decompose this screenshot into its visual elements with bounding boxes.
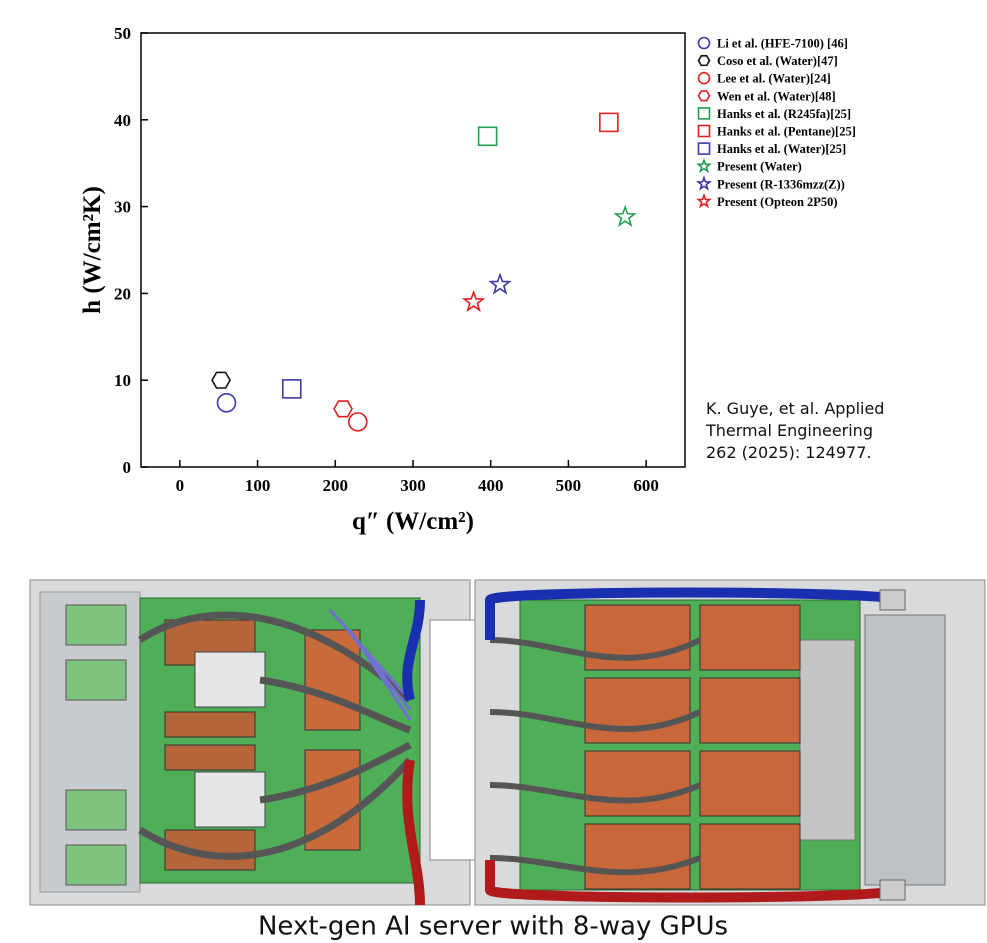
cpu xyxy=(195,652,265,707)
gpu xyxy=(700,605,800,670)
legend-label: Hanks et al. (Water)[25] xyxy=(717,142,846,156)
legend-label: Present (Opteon 2P50) xyxy=(717,195,838,209)
caption: Next-gen AI server with 8-way GPUs xyxy=(258,912,728,942)
cpu xyxy=(195,772,265,827)
legend-label: Coso et al. (Water)[47] xyxy=(717,54,838,68)
x-axis-label: q″ (W/cm²) xyxy=(352,508,474,535)
y-tick-label: 10 xyxy=(114,371,131,390)
gap xyxy=(430,620,475,860)
annotation: K. Guye, et al. Applied xyxy=(706,399,884,418)
x-tick-label: 400 xyxy=(478,476,504,495)
x-tick-label: 300 xyxy=(400,476,426,495)
x-tick-label: 200 xyxy=(323,476,349,495)
gpu xyxy=(700,824,800,889)
gpu xyxy=(585,751,690,816)
cpu-cooler xyxy=(165,712,255,737)
legend-label: Hanks et al. (Pentane)[25] xyxy=(717,125,856,139)
card xyxy=(66,660,126,700)
annotation: 262 (2025): 124977. xyxy=(706,443,871,462)
legend-label: Li et al. (HFE-7100) [46] xyxy=(717,37,848,51)
connector xyxy=(880,880,905,900)
legend-label: Present (Water) xyxy=(717,160,802,174)
card xyxy=(66,605,126,645)
heatsink xyxy=(800,640,855,840)
connector xyxy=(880,590,905,610)
psu xyxy=(865,615,945,885)
y-tick-label: 20 xyxy=(114,284,131,303)
y-tick-label: 30 xyxy=(114,198,131,217)
legend-label: Hanks et al. (R245fa)[25] xyxy=(717,107,851,121)
cpu-cooler xyxy=(165,745,255,770)
gpu xyxy=(700,678,800,743)
server-illustration xyxy=(30,580,985,905)
x-tick-label: 0 xyxy=(176,476,185,495)
card xyxy=(66,845,126,885)
x-tick-label: 500 xyxy=(556,476,582,495)
x-tick-label: 100 xyxy=(245,476,271,495)
y-tick-label: 50 xyxy=(114,24,131,43)
annotation: Thermal Engineering xyxy=(705,421,873,440)
x-tick-label: 600 xyxy=(633,476,659,495)
gpu xyxy=(585,824,690,889)
card xyxy=(66,790,126,830)
page: 0 100 200 300 400 500 600 0 10 20 30 40 50 q″ (W/cm²)… xyxy=(0,0,987,943)
gpu xyxy=(700,751,800,816)
y-axis-label: h (W/cm²K) xyxy=(79,186,106,314)
gpu xyxy=(585,678,690,743)
y-tick-label: 40 xyxy=(114,111,131,130)
legend-label: Wen et al. (Water)[48] xyxy=(717,89,836,103)
y-tick-label: 0 xyxy=(123,458,132,477)
legend-label: Present (R-1336mzz(Z)) xyxy=(717,177,845,191)
legend-label: Lee et al. (Water)[24] xyxy=(717,72,831,86)
